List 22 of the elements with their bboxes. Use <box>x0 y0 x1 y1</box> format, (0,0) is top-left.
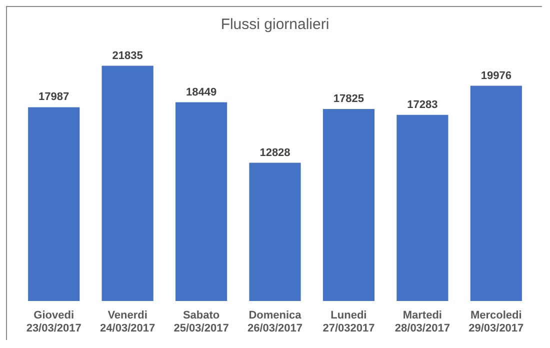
bar <box>470 86 522 301</box>
x-tick-label: Martedi 28/03/2017 <box>394 310 450 334</box>
data-label: 21835 <box>112 50 143 62</box>
data-label: 17283 <box>407 98 438 111</box>
bar <box>102 66 154 301</box>
data-label: 18449 <box>186 86 217 98</box>
x-tick-label: Venerdi 24/03/2017 <box>100 310 156 334</box>
bar <box>28 107 80 301</box>
bar <box>175 102 228 301</box>
bar <box>249 162 301 301</box>
x-tick-label: Mercoledi 29/03/2017 <box>468 310 524 334</box>
x-tick-label: Giovedi 23/03/2017 <box>26 310 82 334</box>
bar <box>396 114 448 301</box>
data-label: 12828 <box>260 146 290 159</box>
chart-title: Flussi giornalieri <box>220 16 330 33</box>
x-tick-label: Sabato 25/03/2017 <box>174 310 229 334</box>
data-label: 19976 <box>480 70 512 82</box>
x-tick-label: Lunedi 27/032017 <box>322 310 375 334</box>
bar <box>322 108 375 301</box>
data-label: 17825 <box>333 92 364 105</box>
data-label: 17987 <box>38 91 70 104</box>
x-tick-label: Domenica 26/03/2017 <box>247 310 303 334</box>
